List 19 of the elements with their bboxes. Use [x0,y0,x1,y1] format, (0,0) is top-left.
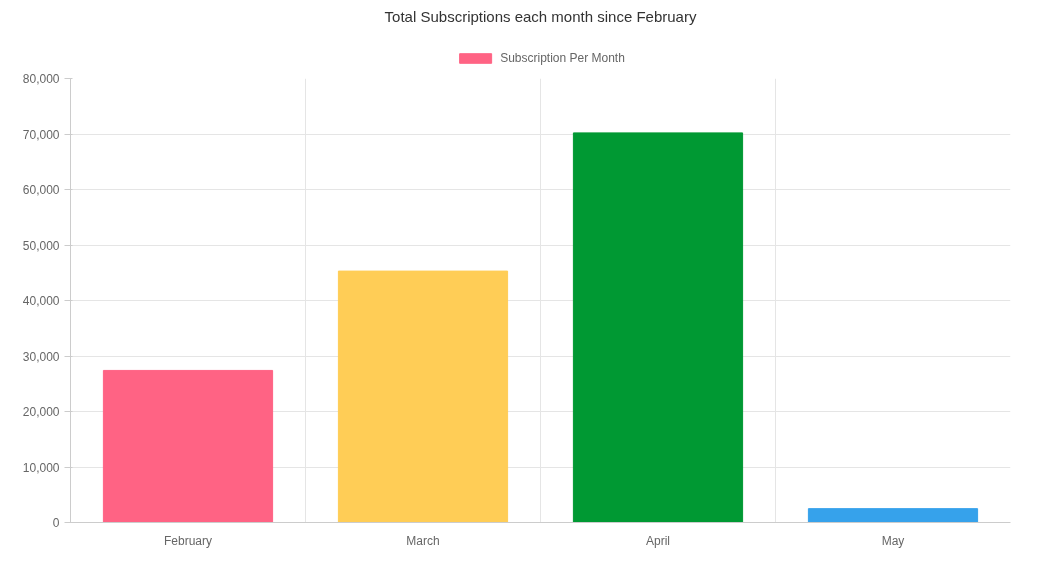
x-tick-label: February [163,533,213,548]
y-tick-label: 30,000 [22,349,60,364]
bar [572,132,744,523]
y-tick-label: 70,000 [22,127,60,142]
y-tick-label: 80,000 [22,72,60,86]
y-tick-label: 0 [52,516,60,530]
y-tick-label: 40,000 [22,294,60,308]
x-tick-label: May [881,533,905,548]
y-tick-label: 10,000 [22,460,60,475]
y-tick-label: 50,000 [22,238,60,253]
chart-title: Total Subscriptions each month since February [384,7,697,25]
bar [807,508,979,523]
x-tick-label: April [646,533,671,548]
bar [102,369,274,523]
x-tick-label: March [406,533,440,548]
y-tick-label: 20,000 [22,405,60,419]
legend-label: Subscription Per Month [500,51,625,65]
bar [337,270,509,523]
y-tick-label: 60,000 [22,183,60,197]
